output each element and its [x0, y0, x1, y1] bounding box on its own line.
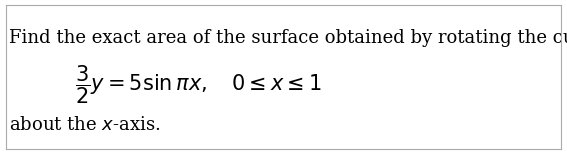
Text: $\dfrac{3}{2}y = 5\sin \pi x, \quad 0 \leq x \leq 1$: $\dfrac{3}{2}y = 5\sin \pi x, \quad 0 \l…: [75, 63, 321, 106]
Text: about the $x$-axis.: about the $x$-axis.: [9, 116, 161, 134]
Text: Find the exact area of the surface obtained by rotating the curve:: Find the exact area of the surface obtai…: [9, 29, 567, 47]
